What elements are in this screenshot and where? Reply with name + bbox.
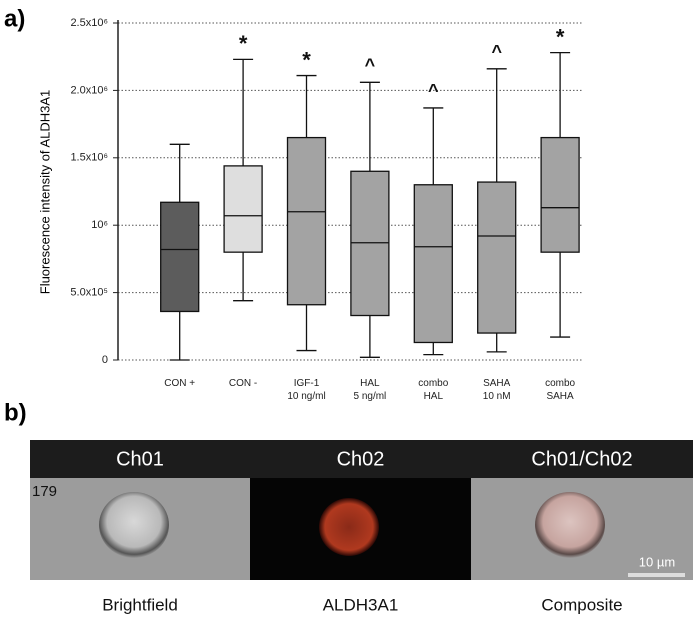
x-tick-label: combo SAHA — [545, 378, 576, 402]
box — [413, 184, 453, 344]
box — [477, 181, 517, 334]
x-tick-label: IGF-1 10 ng/ml — [287, 378, 326, 402]
box — [286, 136, 327, 306]
channel-label: Ch01 — [116, 448, 164, 470]
significance-marker: ^ — [491, 42, 502, 62]
box — [160, 201, 200, 313]
y-tick-label: 1.5x10⁶ — [70, 152, 108, 164]
image-caption: Brightfield — [102, 595, 178, 614]
panel-label: b) — [4, 399, 27, 426]
x-tick-label: CON + — [164, 378, 196, 389]
panel-label: a) — [4, 5, 25, 32]
x-tick-label: SAHA 10 nM — [482, 378, 511, 402]
y-tick-label: 5.0x10⁵ — [70, 287, 108, 299]
significance-marker: ^ — [365, 55, 376, 75]
channel-label: Ch02 — [337, 448, 385, 470]
y-tick-label: 0 — [102, 354, 108, 366]
significance-marker: * — [556, 24, 565, 49]
cell-image — [99, 492, 169, 558]
header-bar — [30, 440, 693, 478]
y-axis-label: Fluorescence intensity of ALDH3A1 — [37, 90, 52, 295]
x-tick-label: HAL 5 ng/ml — [353, 378, 387, 402]
channel-label: Ch01/Ch02 — [531, 448, 632, 470]
cell-image — [319, 498, 379, 556]
significance-marker: ^ — [428, 81, 439, 101]
object-id: 179 — [32, 483, 57, 500]
significance-marker: * — [302, 47, 311, 72]
box — [223, 165, 263, 253]
significance-marker: * — [239, 31, 248, 56]
x-tick-label: combo HAL — [418, 378, 449, 402]
x-tick-label: CON - — [228, 378, 258, 389]
scale-bar-label: 10 µm — [639, 554, 675, 569]
y-tick-label: 2.0x10⁶ — [70, 84, 108, 96]
y-tick-label: 10⁶ — [91, 219, 108, 231]
box — [540, 136, 580, 253]
image-caption: Composite — [541, 595, 622, 614]
box — [350, 170, 390, 317]
cell-image — [535, 492, 605, 558]
y-tick-label: 2.5x10⁶ — [70, 17, 108, 29]
image-caption: ALDH3A1 — [323, 595, 399, 614]
